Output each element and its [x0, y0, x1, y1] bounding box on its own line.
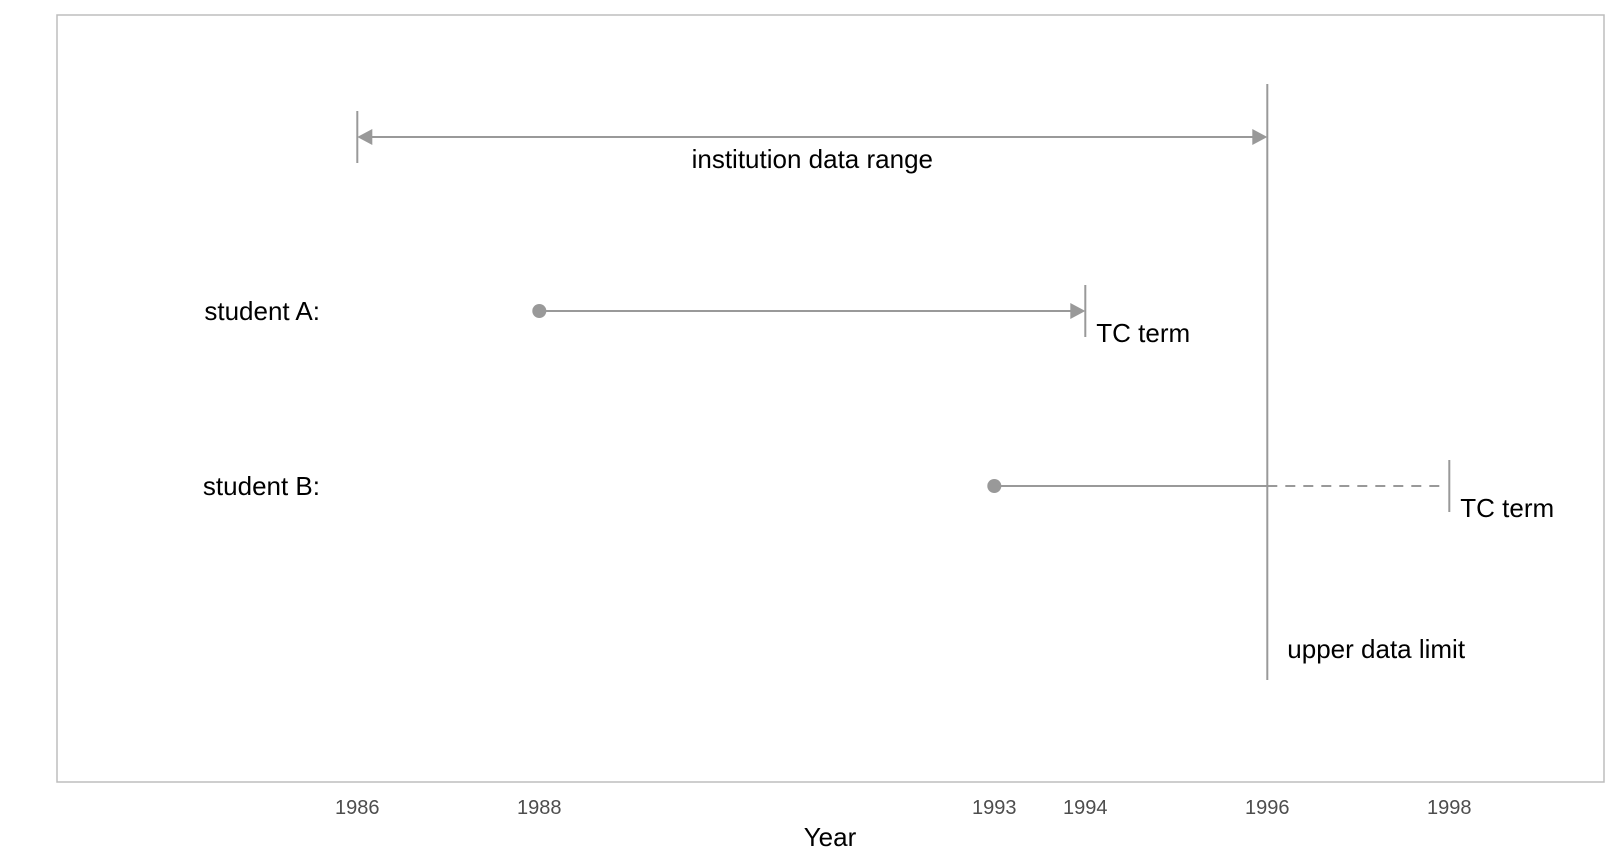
student-b-end-label: TC term	[1460, 493, 1554, 523]
x-tick-label: 1996	[1245, 797, 1290, 819]
range-left-arrowhead	[357, 129, 373, 145]
panel-border	[56, 14, 1605, 783]
x-tick-label: 1986	[335, 797, 380, 819]
x-tick-label: 1994	[1063, 797, 1108, 819]
student-b-label: student B:	[203, 471, 320, 501]
x-tick-label: 1998	[1427, 797, 1472, 819]
x-axis-label: Year	[804, 822, 857, 852]
range-label: institution data range	[692, 144, 933, 174]
range-right-arrowhead	[1252, 129, 1268, 145]
x-tick-label: 1993	[972, 797, 1017, 819]
upper-data-limit-label: upper data limit	[1287, 634, 1466, 664]
student-a-end-label: TC term	[1096, 318, 1190, 348]
chart-marks: upper data limit institution data range st…	[203, 84, 1554, 680]
student-a-label: student A:	[204, 296, 320, 326]
student-a-arrowhead	[1070, 303, 1086, 319]
x-tick-label: 1988	[517, 797, 562, 819]
x-axis-ticks: 1986 1988 1993 1994 1996 1998	[335, 797, 1472, 819]
